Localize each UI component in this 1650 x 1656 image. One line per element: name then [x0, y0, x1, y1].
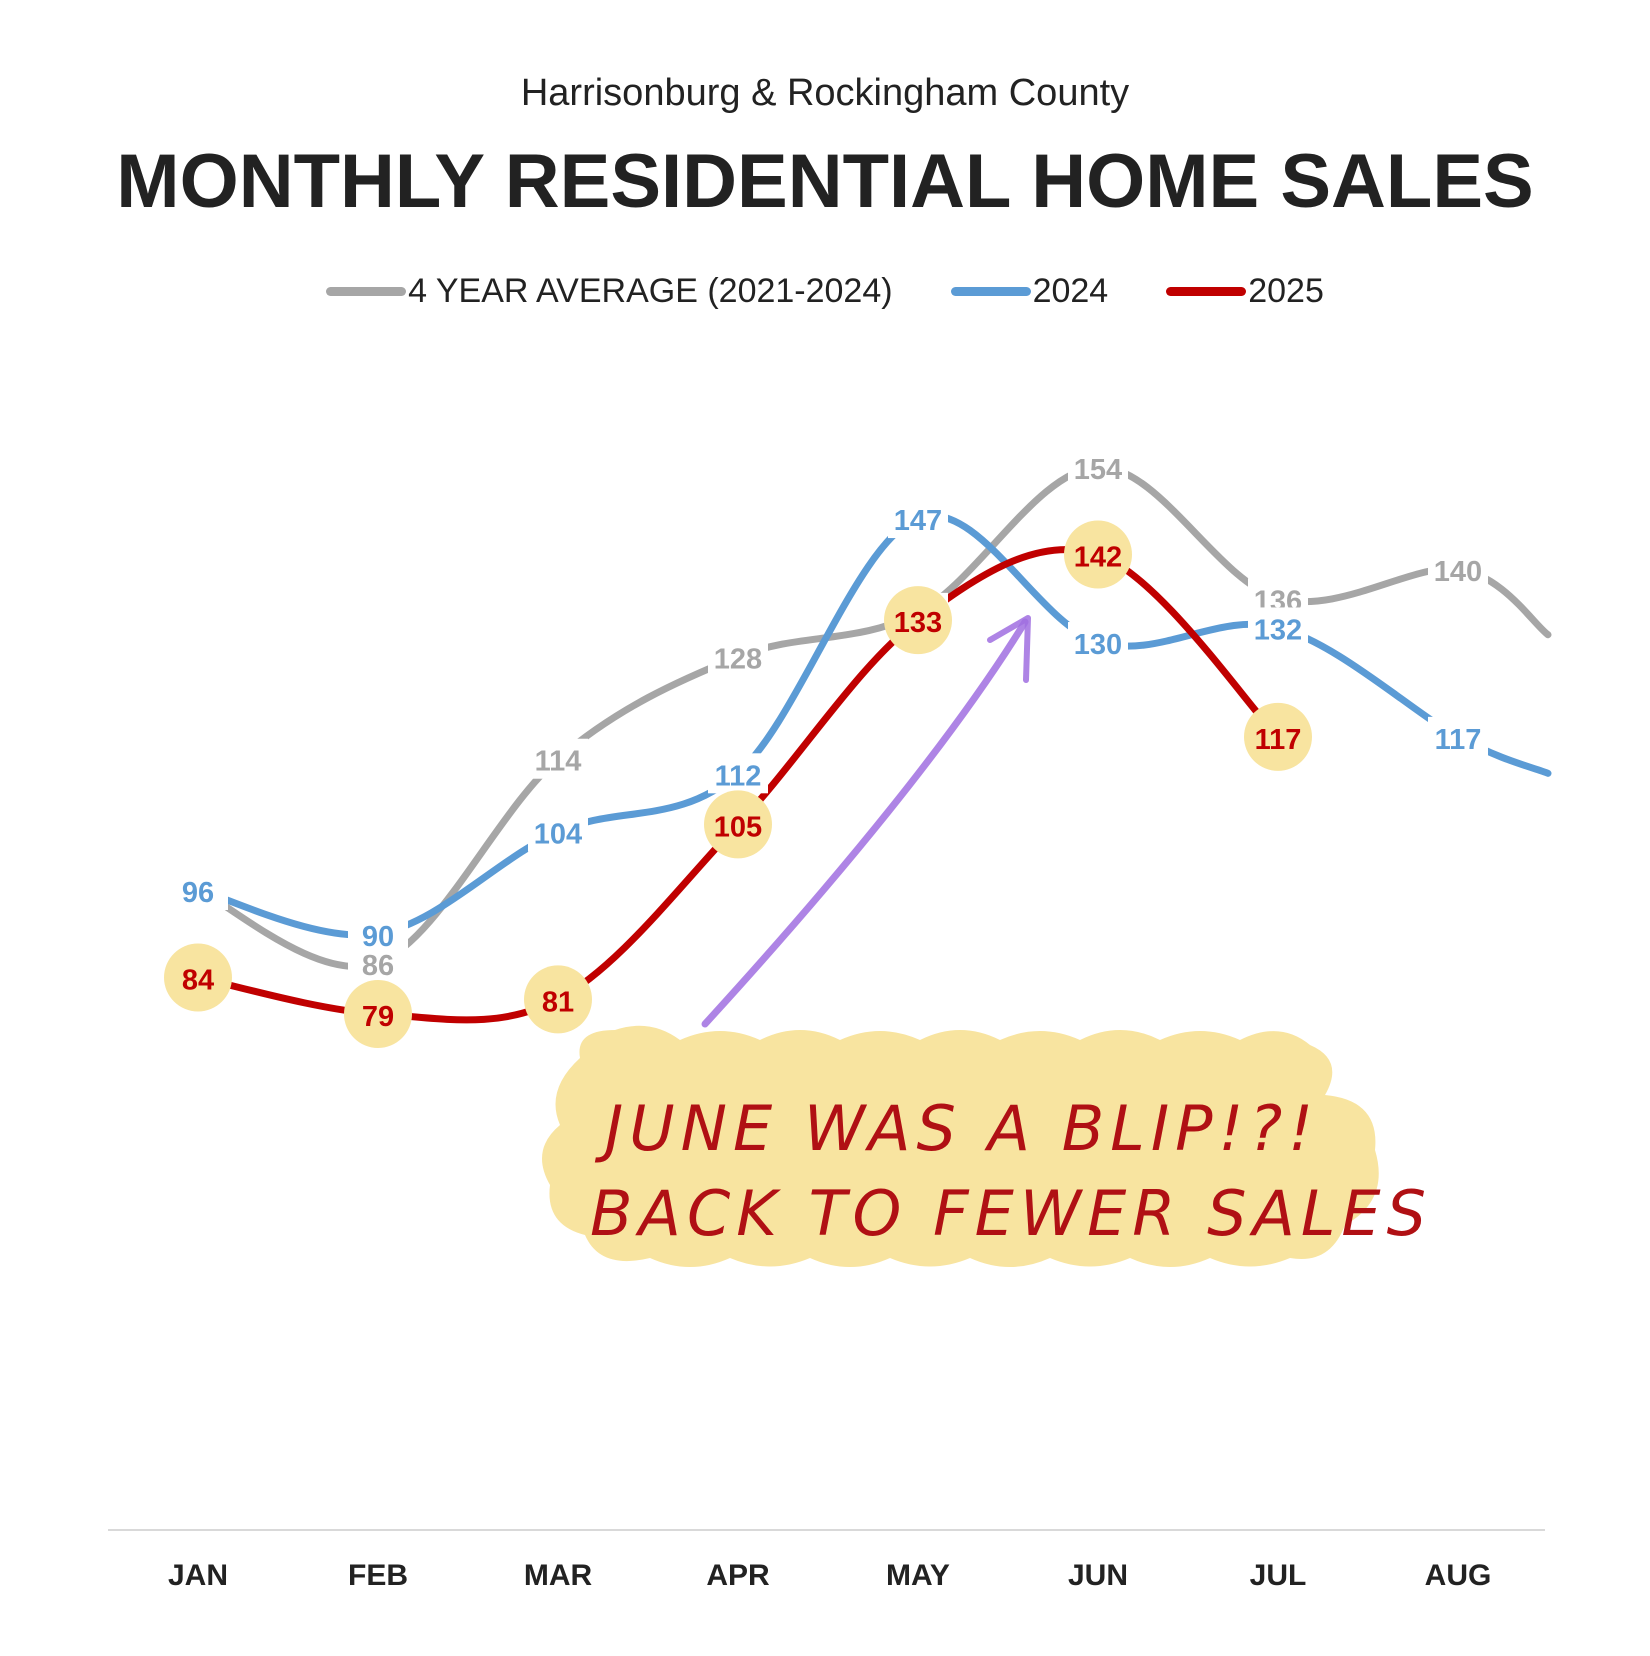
data-label-y2025-jul: 117 [1255, 724, 1302, 756]
data-label-avg-feb: 86 [362, 950, 394, 982]
label-halo [168, 870, 228, 910]
data-label-y2024-jan: 96 [182, 877, 214, 909]
x-tick-jan: JAN [168, 1559, 228, 1592]
highlight-marker-mar [524, 965, 592, 1034]
x-tick-feb: FEB [348, 1559, 408, 1592]
legend-label-avg: 4 YEAR AVERAGE (2021-2024) [408, 272, 893, 310]
legend-label-2024: 2024 [1032, 272, 1109, 310]
label-halo [888, 498, 948, 539]
x-tick-mar: MAR [524, 1559, 593, 1592]
chart-title: MONTHLY RESIDENTIAL HOME SALES [116, 139, 1534, 224]
x-tick-may: MAY [886, 1559, 950, 1592]
data-label-avg-aug: 140 [1434, 556, 1482, 588]
data-label-y2025-mar: 81 [542, 986, 574, 1018]
data-label-avg-mar: 114 [535, 746, 582, 778]
chart-subtitle: Harrisonburg & Rockingham County [520, 72, 1130, 114]
data-label-y2025-jun: 142 [1074, 542, 1122, 574]
annotation-callout: JUNE WAS A BLIP!?! BACK TO FEWER SALES [542, 1025, 1432, 1267]
x-tick-jul: JUL [1250, 1559, 1307, 1592]
data-label-y2025-jan: 84 [182, 965, 214, 997]
highlight-marker-feb [344, 979, 412, 1048]
label-halo [708, 636, 768, 677]
label-halo [1428, 716, 1488, 757]
annotation-arrow [701, 615, 1031, 1028]
legend-label-2025: 2025 [1248, 272, 1324, 310]
annotation-line-2: BACK TO FEWER SALES [590, 1177, 1432, 1250]
arrow-shaft [701, 618, 1029, 1028]
x-axis-ticks: JAN FEB MAR APR MAY JUN JUL AUG [168, 1559, 1491, 1592]
data-label-avg-jun: 154 [1074, 454, 1122, 486]
label-halo [1068, 447, 1128, 487]
highlight-marker-apr [704, 790, 772, 859]
x-tick-jun: JUN [1068, 1559, 1128, 1592]
data-label-y2025-may: 133 [894, 607, 942, 639]
labels-layer: 9686114128134154136140969010411214713013… [164, 447, 1488, 1048]
legend-item-2024: 2024 [950, 272, 1109, 311]
legend-swatch-avg [326, 287, 407, 296]
label-halo [1428, 549, 1488, 590]
data-label-y2025-feb: 79 [362, 1001, 394, 1033]
series-line-avg [194, 463, 1552, 971]
series-line-y2024 [194, 512, 1552, 939]
data-label-y2024-apr: 112 [715, 760, 762, 792]
arrow-head [987, 615, 1031, 683]
label-halo [1068, 622, 1128, 663]
highlight-marker-may [884, 586, 952, 655]
annotation-line-1: JUNE WAS A BLIP!?! [594, 1092, 1319, 1165]
highlight-marker-jun [1064, 520, 1132, 589]
label-halo [1248, 607, 1308, 648]
label-halo [708, 753, 768, 794]
x-tick-aug: AUG [1425, 1559, 1492, 1592]
legend-swatch-2024 [950, 287, 1031, 296]
label-halo [528, 738, 588, 779]
data-label-y2024-jul: 132 [1254, 614, 1302, 646]
legend-swatch-2025 [1166, 287, 1247, 296]
data-label-y2024-may: 147 [894, 505, 942, 537]
label-halo [348, 913, 408, 954]
highlight-marker-jan [164, 943, 232, 1012]
x-tick-apr: APR [706, 1559, 770, 1592]
annotation-cloud [542, 1025, 1379, 1267]
data-label-y2024-mar: 104 [534, 819, 582, 851]
legend-item-avg: 4 YEAR AVERAGE (2021-2024) [326, 272, 893, 311]
label-halo [528, 811, 588, 852]
data-label-avg-apr: 128 [714, 644, 762, 676]
data-label-y2024-aug: 117 [1435, 724, 1482, 756]
data-label-y2024-feb: 90 [362, 921, 394, 953]
highlight-marker-jul [1244, 702, 1312, 771]
legend-item-2025: 2025 [1166, 272, 1324, 311]
data-label-y2024-jun: 130 [1074, 629, 1122, 661]
data-label-y2025-apr: 105 [714, 811, 762, 843]
chart-legend: 4 YEAR AVERAGE (2021-2024) 2024 2025 [0, 272, 1650, 311]
